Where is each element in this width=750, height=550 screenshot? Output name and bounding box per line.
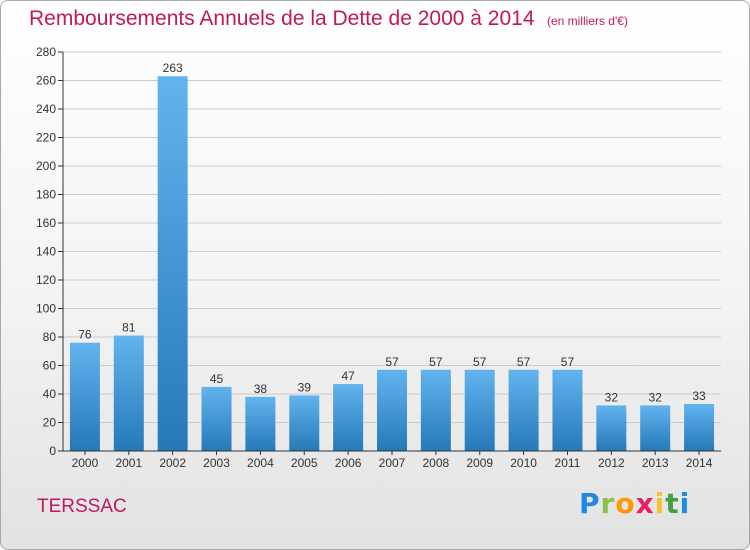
x-tick-label: 2004 <box>247 456 274 470</box>
x-tick-label: 2009 <box>466 456 493 470</box>
x-tick-label: 2014 <box>686 456 713 470</box>
y-tick-label: 280 <box>36 45 56 59</box>
y-tick-label: 40 <box>43 387 57 401</box>
y-tick-label: 160 <box>36 216 56 230</box>
bar-value-label: 81 <box>122 321 136 335</box>
bar-value-label: 47 <box>341 369 355 383</box>
logo-letter: i <box>679 487 691 520</box>
bar <box>420 369 451 451</box>
bar-value-label: 57 <box>429 355 443 369</box>
bar-layer <box>69 76 715 451</box>
y-tick-label: 80 <box>43 330 57 344</box>
bar-value-label: 32 <box>605 390 619 404</box>
commune-name: TERSSAC <box>37 496 127 517</box>
x-tick-label: 2012 <box>598 456 625 470</box>
bar <box>201 386 232 451</box>
y-tick-label: 60 <box>43 359 57 373</box>
bar-value-label: 45 <box>210 372 224 386</box>
chart-subtitle: (en milliers d'€) <box>546 14 628 28</box>
y-tick-label: 0 <box>49 444 56 458</box>
bar-value-label: 76 <box>78 328 92 342</box>
x-tick-label: 2007 <box>379 456 406 470</box>
bar <box>333 384 364 451</box>
y-tick-label: 180 <box>36 188 56 202</box>
x-tick-label: 2010 <box>510 456 537 470</box>
bar-value-label: 33 <box>692 389 706 403</box>
bar <box>69 342 100 451</box>
chart-title: Remboursements Annuels de la Dette de 20… <box>29 7 535 30</box>
logo-letter: i <box>654 487 666 520</box>
bar-value-label: 38 <box>254 382 268 396</box>
logo-letter: t <box>665 487 680 520</box>
logo-letter: x <box>635 487 655 520</box>
y-tick-label: 140 <box>36 245 56 259</box>
y-tick-label: 200 <box>36 159 56 173</box>
x-tick-label: 2006 <box>335 456 362 470</box>
bar <box>508 369 539 451</box>
x-tick-label: 2013 <box>642 456 669 470</box>
y-tick-label: 240 <box>36 102 56 116</box>
bar <box>464 369 495 451</box>
bar-value-label: 39 <box>298 380 312 394</box>
bar <box>157 76 188 451</box>
bar <box>684 403 715 451</box>
y-tick-label: 220 <box>36 131 56 145</box>
bar <box>596 405 627 451</box>
bar-value-label: 57 <box>517 355 531 369</box>
bar <box>289 395 320 451</box>
axis-layer: 0 20 40 60 80 100 120 140 160 180 200 220 240 260 280 2… <box>36 45 721 470</box>
bar-value-label: 57 <box>473 355 487 369</box>
bar-value-label: 32 <box>649 390 663 404</box>
logo-letter: P <box>579 487 601 520</box>
bar <box>640 405 671 451</box>
x-tick-label: 2001 <box>115 456 142 470</box>
bar-value-label: 57 <box>561 355 575 369</box>
bar-value-label: 263 <box>163 61 183 75</box>
label-layer: 76 81 263 45 38 39 47 57 57 57 57 57 32 32 33 <box>78 61 706 404</box>
x-tick-label: 2000 <box>72 456 99 470</box>
chart-title-row: Remboursements Annuels de la Dette de 20… <box>29 7 628 31</box>
bar <box>552 369 583 451</box>
y-tick-label: 20 <box>43 416 57 430</box>
x-tick-label: 2011 <box>555 456 581 470</box>
x-tick-label: 2002 <box>159 456 186 470</box>
bar <box>113 335 144 451</box>
x-tick-label: 2008 <box>423 456 450 470</box>
bar <box>245 396 276 451</box>
x-tick-label: 2003 <box>203 456 230 470</box>
y-tick-label: 120 <box>36 273 56 287</box>
y-tick-label: 260 <box>36 74 56 88</box>
logo-letter: r <box>600 487 616 520</box>
y-tick-label: 100 <box>36 302 56 316</box>
x-tick-label: 2005 <box>291 456 318 470</box>
bar <box>377 369 407 451</box>
proxiti-logo: Proxiti <box>579 487 690 520</box>
logo-letter: o <box>615 487 636 520</box>
bar-value-label: 57 <box>385 355 399 369</box>
